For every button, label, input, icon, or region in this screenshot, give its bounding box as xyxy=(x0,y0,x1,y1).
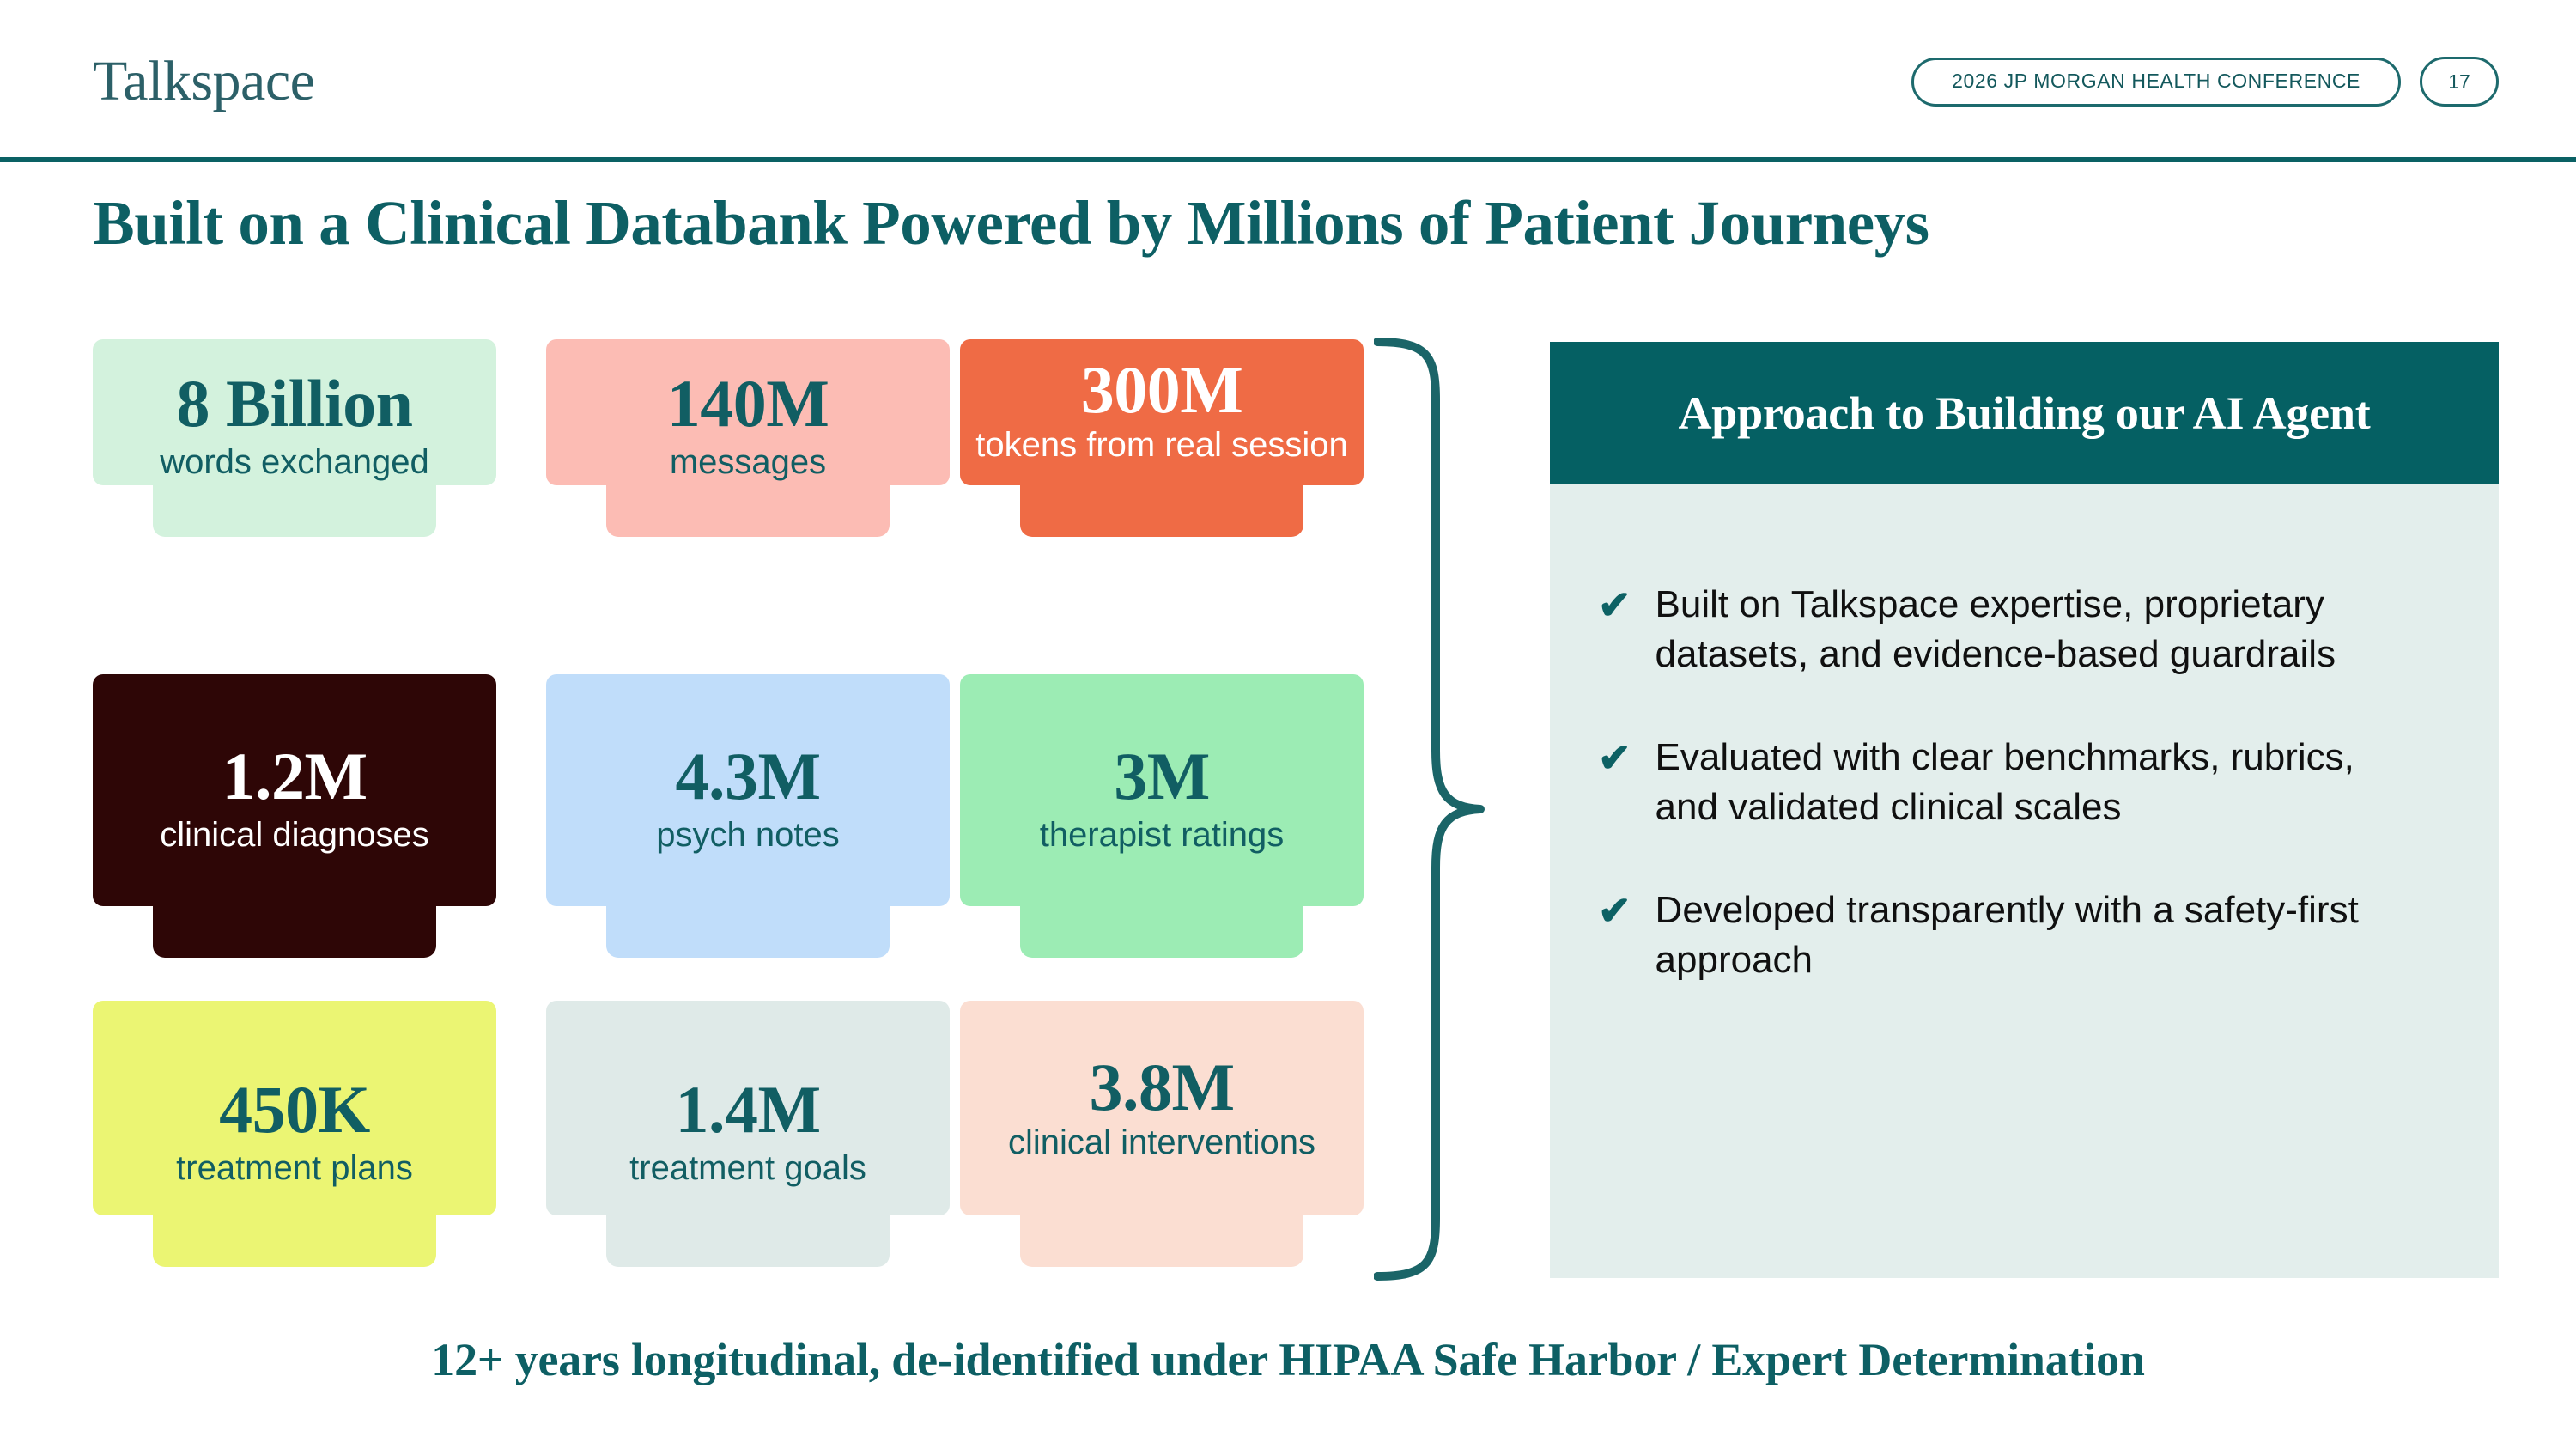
stat-label: clinical diagnoses xyxy=(160,816,429,854)
stat-card-body: 1.2M clinical diagnoses xyxy=(93,674,496,906)
stat-label: psych notes xyxy=(656,816,840,854)
stat-value: 450K xyxy=(219,1072,370,1147)
stat-card-pedestal xyxy=(153,485,436,537)
approach-panel-header: Approach to Building our AI Agent xyxy=(1550,342,2499,484)
stat-card-body: 3.8M clinical interventions xyxy=(960,1001,1364,1215)
check-icon: ✔ xyxy=(1598,582,1631,627)
stat-card: 450K treatment plans xyxy=(93,1001,496,1267)
talkspace-logo: Talkspace xyxy=(93,50,315,113)
approach-bullet-text: Evaluated with clear benchmarks, rubrics… xyxy=(1655,736,2354,829)
stat-card: 140M messages xyxy=(546,339,950,537)
stat-card-pedestal xyxy=(1020,906,1303,958)
stat-label: treatment plans xyxy=(176,1149,413,1187)
stat-card-body: 4.3M psych notes xyxy=(546,674,950,906)
stat-card: 3.8M clinical interventions xyxy=(960,1001,1364,1267)
stat-value: 3M xyxy=(1114,739,1210,813)
stat-card-body: 140M messages xyxy=(546,339,950,485)
stat-card-pedestal xyxy=(606,485,890,537)
header-badges: 2026 JP MORGAN HEALTH CONFERENCE 17 xyxy=(1911,57,2499,107)
stat-card: 3M therapist ratings xyxy=(960,674,1364,958)
stat-card-pedestal xyxy=(153,1215,436,1267)
stat-card-body: 300M tokens from real session xyxy=(960,339,1364,485)
curly-brace-connector xyxy=(1373,337,1485,1282)
approach-bullet: ✔ Developed transparently with a safety-f… xyxy=(1598,886,2451,985)
footer-note: 12+ years longitudinal, de-identified un… xyxy=(431,1334,2145,1385)
stat-card-pedestal xyxy=(153,906,436,958)
stat-card-pedestal xyxy=(606,1215,890,1267)
stat-card: 300M tokens from real session xyxy=(960,339,1364,537)
slide-header: Talkspace 2026 JP MORGAN HEALTH CONFEREN… xyxy=(0,0,2576,162)
stat-value: 140M xyxy=(666,366,829,441)
stat-card-pedestal xyxy=(1020,485,1303,537)
stat-label: words exchanged xyxy=(160,443,429,481)
stat-value: 3.8M xyxy=(1089,1050,1235,1124)
approach-panel: Approach to Building our AI Agent ✔ Built… xyxy=(1550,342,2499,1278)
check-icon: ✔ xyxy=(1598,735,1631,781)
stat-card-pedestal xyxy=(1020,1215,1303,1267)
stat-value: 4.3M xyxy=(675,739,821,813)
stat-card-pedestal xyxy=(606,906,890,958)
stat-value: 300M xyxy=(1080,352,1243,427)
approach-bullet-list: ✔ Built on Talkspace expertise, proprieta… xyxy=(1550,484,2499,985)
page-title: Built on a Clinical Databank Powered by … xyxy=(93,188,1929,258)
stat-card-body: 3M therapist ratings xyxy=(960,674,1364,906)
stat-card-grid: 8 Billion words exchanged 140M messages 300M… xyxy=(93,339,1364,1280)
stat-card: 1.4M treatment goals xyxy=(546,1001,950,1267)
stat-label: messages xyxy=(669,443,827,481)
approach-panel-title: Approach to Building our AI Agent xyxy=(1678,387,2371,439)
stat-label: tokens from real session xyxy=(975,426,1348,464)
stat-label: treatment goals xyxy=(629,1149,866,1187)
stat-card: 4.3M psych notes xyxy=(546,674,950,958)
stat-value: 1.4M xyxy=(675,1072,821,1147)
approach-bullet: ✔ Evaluated with clear benchmarks, rubric… xyxy=(1598,733,2451,832)
page-number-badge: 17 xyxy=(2420,57,2499,107)
stat-card: 8 Billion words exchanged xyxy=(93,339,496,537)
check-icon: ✔ xyxy=(1598,888,1631,934)
stat-value: 8 Billion xyxy=(176,366,413,441)
stat-label: clinical interventions xyxy=(1008,1123,1315,1161)
approach-bullet-text: Developed transparently with a safety-fi… xyxy=(1655,889,2359,982)
stat-card: 1.2M clinical diagnoses xyxy=(93,674,496,958)
stat-card-body: 450K treatment plans xyxy=(93,1001,496,1215)
stat-card-body: 1.4M treatment goals xyxy=(546,1001,950,1215)
stat-card-body: 8 Billion words exchanged xyxy=(93,339,496,485)
approach-bullet-text: Built on Talkspace expertise, proprietar… xyxy=(1655,583,2336,676)
stat-value: 1.2M xyxy=(222,739,368,813)
stat-label: therapist ratings xyxy=(1039,816,1285,854)
conference-badge: 2026 JP MORGAN HEALTH CONFERENCE xyxy=(1911,57,2401,107)
approach-bullet: ✔ Built on Talkspace expertise, proprieta… xyxy=(1598,580,2451,679)
